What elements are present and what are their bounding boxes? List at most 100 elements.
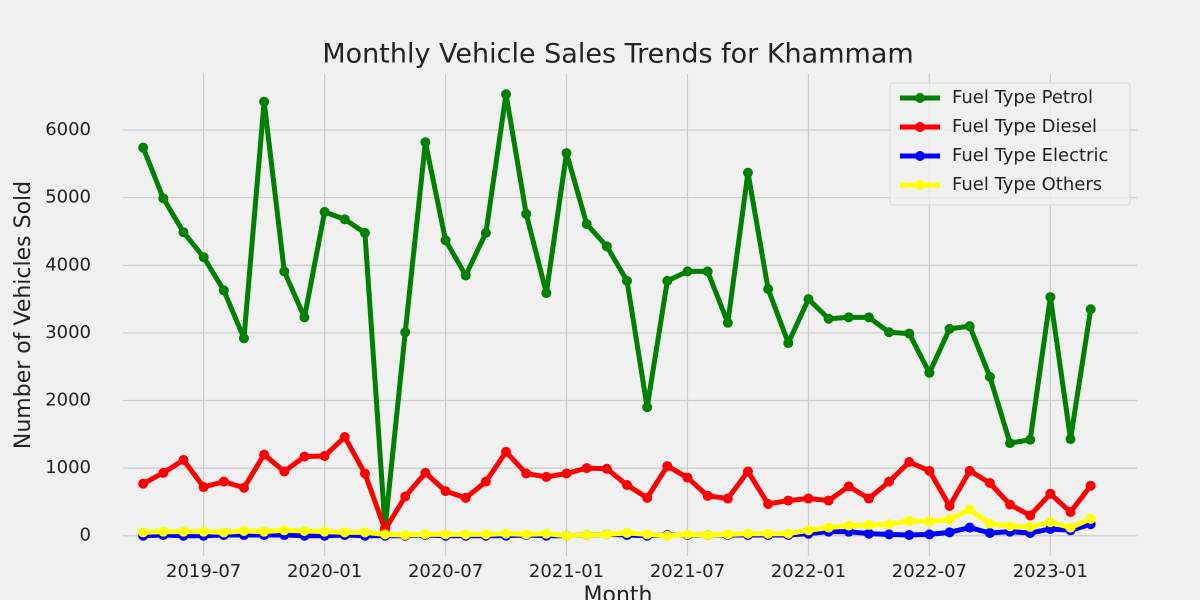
- data-point: [541, 471, 552, 482]
- data-point: [299, 312, 310, 323]
- data-point: [843, 312, 854, 323]
- chart-title: Monthly Vehicle Sales Trends for Khammam: [322, 39, 913, 70]
- data-point: [460, 529, 471, 540]
- data-point: [198, 252, 209, 263]
- series-line: [140, 91, 1094, 531]
- data-point: [984, 371, 995, 382]
- data-point: [884, 476, 895, 487]
- data-point: [863, 528, 874, 539]
- data-point: [339, 214, 350, 225]
- data-point: [722, 317, 733, 328]
- data-point: [561, 148, 572, 159]
- data-point: [884, 529, 895, 540]
- data-point: [339, 432, 350, 443]
- data-point: [561, 468, 572, 479]
- data-point: [158, 467, 169, 478]
- data-point: [662, 275, 673, 286]
- data-point: [642, 402, 653, 413]
- x-tick-label: 2021-07: [650, 561, 725, 582]
- data-point: [682, 529, 693, 540]
- data-point: [259, 449, 270, 460]
- data-point: [299, 451, 310, 462]
- data-point: [158, 526, 169, 537]
- data-point: [460, 492, 471, 503]
- data-point: [964, 504, 975, 515]
- data-point: [1045, 517, 1056, 528]
- data-point: [642, 492, 653, 503]
- data-point: [581, 463, 592, 474]
- data-point: [138, 142, 149, 153]
- data-point: [763, 283, 774, 294]
- data-point: [238, 482, 249, 493]
- legend-marker: [915, 93, 925, 103]
- data-point: [944, 500, 955, 511]
- data-point: [1025, 434, 1036, 445]
- data-point: [1085, 513, 1096, 524]
- data-point: [521, 529, 532, 540]
- data-point: [763, 528, 774, 539]
- data-point: [863, 519, 874, 530]
- data-point: [924, 516, 935, 527]
- data-point: [541, 528, 552, 539]
- data-point: [319, 450, 330, 461]
- data-point: [742, 167, 753, 178]
- y-tick-label: 1000: [45, 457, 91, 478]
- data-point: [964, 321, 975, 332]
- data-point: [238, 333, 249, 344]
- y-axis-label: Number of Vehicles Sold: [11, 181, 36, 449]
- data-point: [823, 495, 834, 506]
- x-tick-label: 2022-01: [771, 561, 846, 582]
- data-point: [541, 288, 552, 299]
- y-tick-label: 5000: [45, 187, 91, 208]
- legend-label: Fuel Type Diesel: [952, 116, 1097, 137]
- data-point: [964, 465, 975, 476]
- data-point: [218, 527, 229, 538]
- data-point: [984, 477, 995, 488]
- data-point: [682, 266, 693, 277]
- data-point: [964, 522, 975, 533]
- legend-marker: [915, 122, 925, 132]
- data-point: [299, 525, 310, 536]
- data-point: [803, 525, 814, 536]
- data-point: [642, 529, 653, 540]
- data-point: [1005, 438, 1016, 449]
- x-tick-label: 2019-07: [166, 561, 241, 582]
- legend-marker: [915, 180, 925, 190]
- data-point: [279, 466, 290, 477]
- data-point: [924, 465, 935, 476]
- data-point: [884, 327, 895, 338]
- data-point: [622, 480, 632, 491]
- x-tick-label: 2023-01: [1013, 561, 1088, 582]
- data-point: [501, 89, 512, 100]
- data-point: [803, 493, 814, 504]
- data-point: [1085, 480, 1096, 491]
- data-point: [884, 519, 895, 530]
- data-point: [400, 327, 411, 338]
- data-point: [984, 528, 995, 539]
- data-point: [823, 522, 834, 533]
- data-point: [1085, 304, 1096, 315]
- data-point: [863, 312, 874, 323]
- data-point: [198, 526, 209, 537]
- data-point: [863, 493, 874, 504]
- data-point: [944, 323, 955, 334]
- data-point: [904, 515, 915, 526]
- data-point: [1045, 488, 1056, 499]
- data-point: [501, 528, 512, 539]
- data-point: [1025, 510, 1036, 521]
- data-point: [1065, 434, 1076, 445]
- data-point: [581, 219, 592, 230]
- data-point: [420, 529, 431, 540]
- data-point: [279, 266, 290, 277]
- data-point: [924, 367, 935, 378]
- data-point: [722, 529, 733, 540]
- x-tick-label: 2020-01: [287, 561, 362, 582]
- data-point: [722, 493, 733, 504]
- x-axis-label: Month: [584, 583, 653, 600]
- data-point: [178, 455, 189, 466]
- data-point: [138, 527, 149, 538]
- data-point: [359, 527, 370, 538]
- data-point: [259, 526, 270, 537]
- data-point: [904, 530, 915, 541]
- data-point: [420, 467, 431, 478]
